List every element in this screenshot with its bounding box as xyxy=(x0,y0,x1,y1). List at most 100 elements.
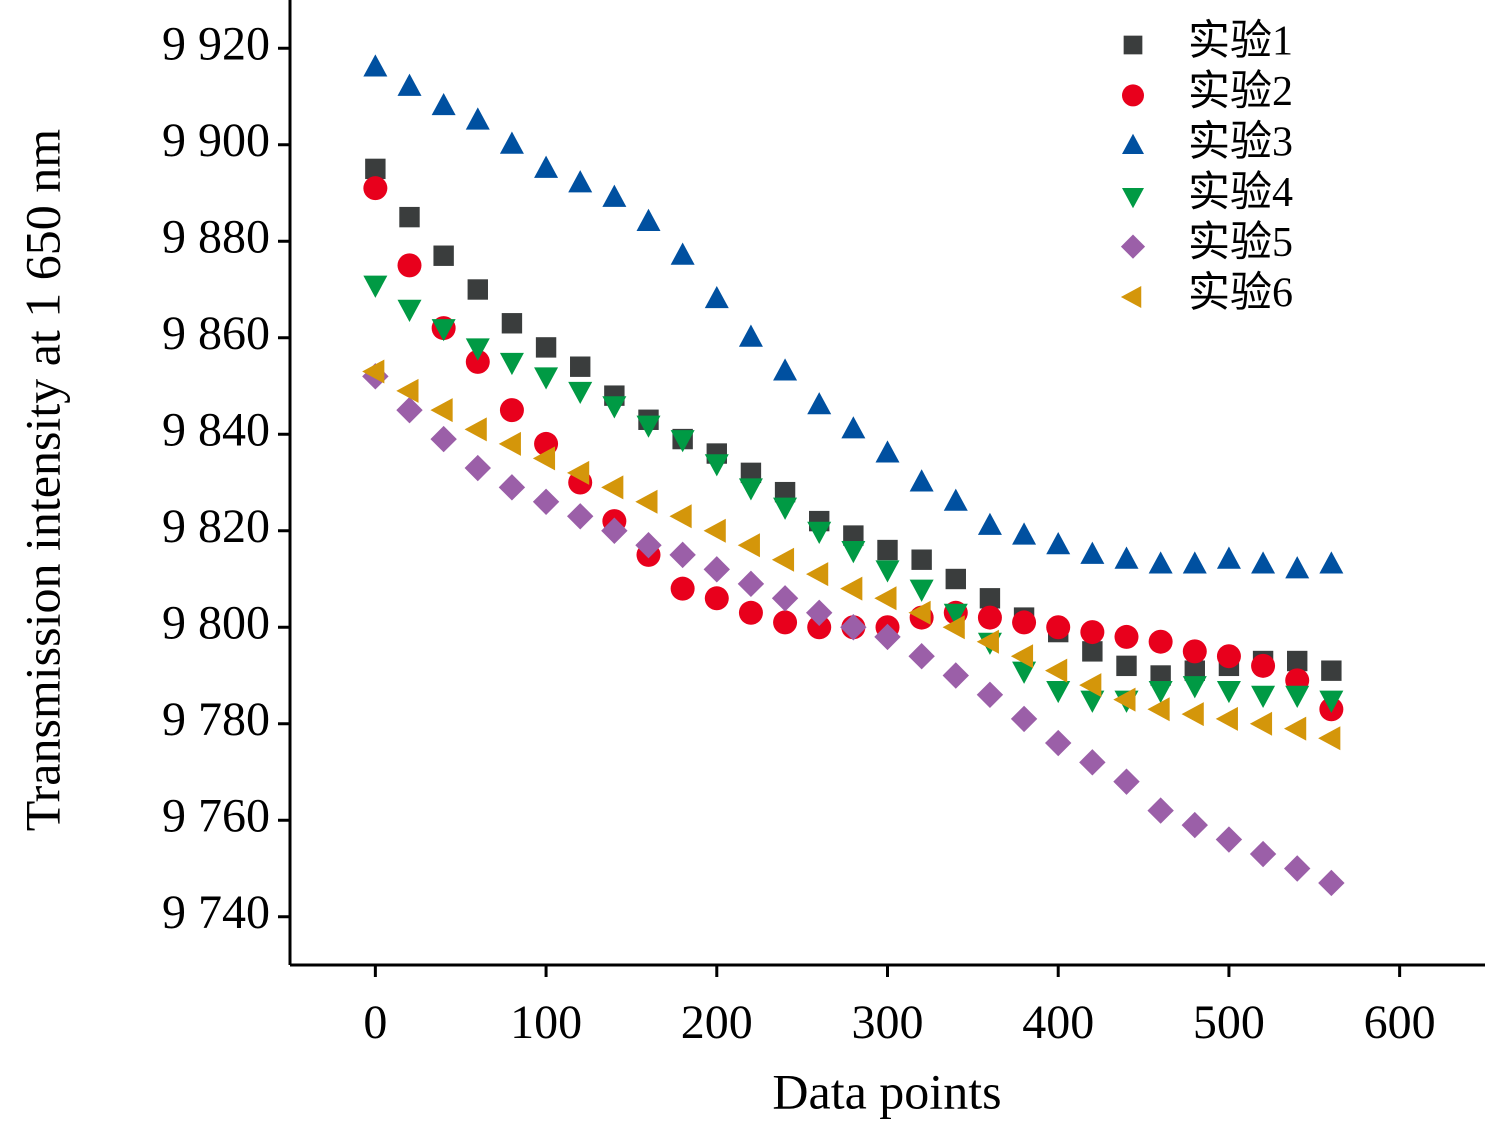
data-point xyxy=(1321,660,1342,681)
data-point xyxy=(363,176,388,201)
data-point xyxy=(396,396,423,424)
data-point xyxy=(567,503,594,530)
data-point xyxy=(943,603,968,626)
data-point xyxy=(1079,673,1102,698)
data-point xyxy=(908,643,935,670)
data-point xyxy=(1285,685,1310,708)
data-point xyxy=(1249,840,1277,868)
data-point xyxy=(979,588,1001,609)
data-point xyxy=(1082,641,1103,662)
data-point xyxy=(1249,711,1273,736)
data-point xyxy=(874,586,897,611)
data-point xyxy=(976,681,1004,708)
data-point xyxy=(501,313,523,334)
data-point xyxy=(430,398,453,423)
data-point xyxy=(1215,826,1243,853)
data-point xyxy=(1147,797,1174,824)
data-point xyxy=(909,469,934,492)
data-point xyxy=(1181,702,1204,727)
data-point xyxy=(535,337,557,358)
data-point xyxy=(843,525,864,546)
data-point xyxy=(397,299,422,322)
data-point xyxy=(601,517,628,544)
data-point xyxy=(840,614,867,641)
data-point xyxy=(1114,546,1139,569)
data-point xyxy=(534,155,559,178)
data-point xyxy=(704,285,729,309)
data-point xyxy=(1318,869,1345,897)
data-point xyxy=(670,430,695,453)
legend-marker xyxy=(1123,35,1143,55)
data-point xyxy=(943,488,968,511)
data-point xyxy=(1148,551,1173,574)
data-point xyxy=(1148,629,1173,654)
data-point xyxy=(773,610,798,635)
legend-label: 实验4 xyxy=(1188,169,1293,216)
x-tick-label: 400 xyxy=(1022,996,1094,1049)
data-point xyxy=(977,605,1002,630)
data-point xyxy=(774,481,796,503)
data-point xyxy=(464,417,487,442)
data-point xyxy=(877,539,898,561)
data-point xyxy=(1113,687,1136,712)
data-point xyxy=(431,92,456,116)
legend-label: 实验2 xyxy=(1188,68,1293,115)
data-point xyxy=(875,560,900,583)
data-point xyxy=(1285,556,1310,579)
data-point xyxy=(840,576,863,601)
legend-label: 实验3 xyxy=(1188,118,1293,165)
data-point xyxy=(567,460,590,485)
data-point xyxy=(703,556,730,583)
x-axis-title: Data points xyxy=(772,1063,1001,1119)
data-point xyxy=(1079,749,1106,776)
data-point xyxy=(498,431,521,456)
data-point xyxy=(430,425,457,453)
data-point xyxy=(1251,551,1276,574)
data-point xyxy=(806,562,829,587)
data-point xyxy=(703,518,726,543)
data-point xyxy=(397,73,422,96)
data-point xyxy=(737,533,760,558)
data-point xyxy=(1080,541,1105,564)
data-point xyxy=(465,338,490,361)
data-point xyxy=(1287,650,1308,672)
data-point xyxy=(977,512,1002,535)
data-point xyxy=(841,541,866,564)
data-point xyxy=(704,586,729,611)
data-point xyxy=(431,319,456,342)
data-point xyxy=(1216,546,1241,569)
data-point xyxy=(1114,624,1139,649)
data-point xyxy=(807,615,832,640)
x-tick-label: 300 xyxy=(852,996,924,1049)
data-point xyxy=(1012,610,1037,635)
data-point xyxy=(669,541,696,569)
x-tick-label: 0 xyxy=(363,996,387,1049)
data-point xyxy=(602,184,627,207)
data-point xyxy=(1181,811,1208,839)
y-tick-label: 9 740 xyxy=(162,886,270,939)
data-point xyxy=(1251,653,1276,678)
data-point xyxy=(1284,855,1311,882)
data-point xyxy=(1215,706,1238,731)
data-point xyxy=(670,576,695,601)
data-point xyxy=(499,352,524,376)
data-point xyxy=(704,454,729,477)
data-point xyxy=(635,489,658,514)
data-point xyxy=(365,158,386,180)
data-point xyxy=(570,356,591,377)
data-point xyxy=(568,170,593,193)
data-point xyxy=(362,359,385,384)
data-point xyxy=(396,378,419,403)
data-point xyxy=(1319,551,1344,574)
y-tick-label: 9 820 xyxy=(162,500,270,553)
data-point xyxy=(1046,615,1071,640)
data-point xyxy=(465,349,490,374)
data-point xyxy=(1182,676,1207,699)
legend-label: 实验1 xyxy=(1188,18,1293,65)
data-point xyxy=(464,454,491,482)
data-point xyxy=(499,131,524,154)
data-point xyxy=(670,242,695,265)
data-point xyxy=(738,324,763,347)
data-point xyxy=(636,208,661,231)
data-point xyxy=(773,358,798,381)
